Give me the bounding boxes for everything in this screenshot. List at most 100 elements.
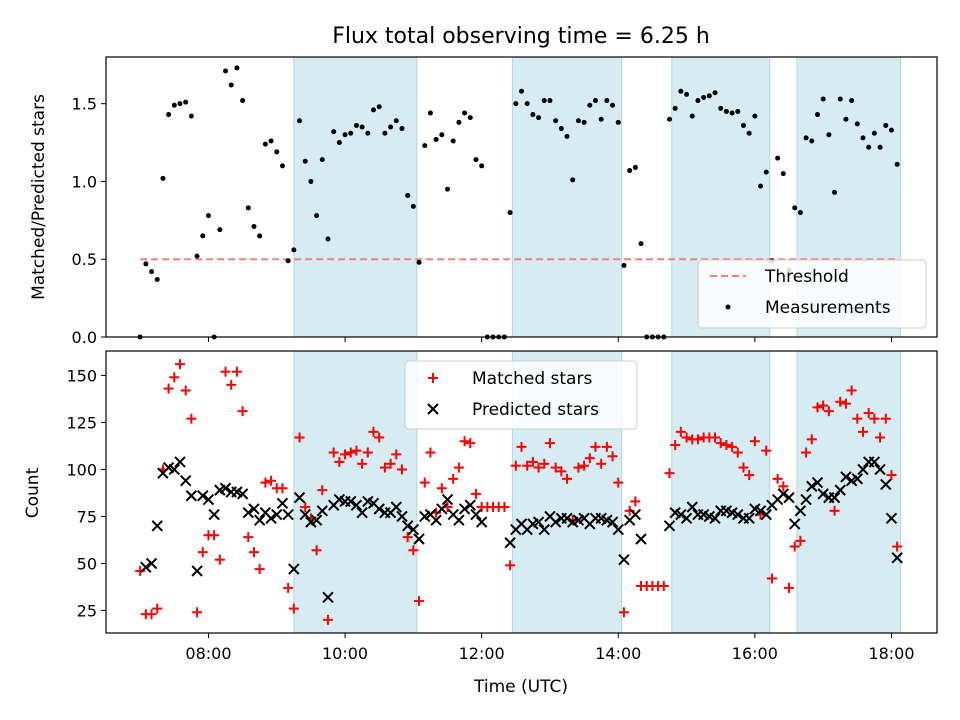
data-point <box>803 135 809 141</box>
data-point <box>226 379 237 390</box>
data-point-stroke <box>851 473 864 485</box>
data-point <box>322 591 334 603</box>
chart-legends: Threshold Measurements Matched stars Predic… <box>404 259 927 430</box>
data-point <box>794 505 807 517</box>
data-point-stroke <box>891 552 903 564</box>
data-point <box>607 451 618 462</box>
data-point <box>427 403 439 415</box>
data-point <box>191 565 203 577</box>
data-point <box>183 99 189 105</box>
data-point-stroke <box>202 493 215 506</box>
data-point-stroke <box>601 514 613 526</box>
data-point <box>777 488 790 500</box>
data-point <box>505 560 516 571</box>
data-point <box>186 413 197 424</box>
chart-data-marks <box>135 65 903 625</box>
data-point <box>219 482 232 494</box>
data-point-stroke <box>703 510 716 523</box>
data-point <box>860 135 866 141</box>
data-point <box>784 582 795 593</box>
data-point <box>427 110 433 116</box>
data-point-stroke <box>322 591 334 603</box>
data-point <box>311 545 322 556</box>
data-point-stroke <box>538 523 550 536</box>
data-point <box>194 253 200 259</box>
data-point-stroke <box>726 506 738 519</box>
observing-window-span <box>511 56 623 338</box>
data-point-stroke <box>686 501 698 513</box>
data-point <box>276 497 289 509</box>
data-point-stroke <box>732 508 744 521</box>
data-point <box>760 508 772 521</box>
data-point <box>516 441 527 452</box>
data-point <box>245 205 251 211</box>
data-point-stroke <box>606 516 619 528</box>
data-point <box>837 96 843 102</box>
data-point <box>549 516 562 528</box>
data-point-stroke <box>447 508 459 521</box>
data-point-stroke <box>424 508 437 521</box>
data-point <box>561 512 573 525</box>
data-point-stroke <box>179 475 192 487</box>
data-point <box>727 441 738 452</box>
data-point-stroke <box>669 506 681 519</box>
data-point <box>519 88 524 94</box>
data-point <box>738 462 749 473</box>
data-point <box>382 130 388 136</box>
data-point <box>419 477 430 488</box>
data-point <box>532 516 545 528</box>
data-point <box>818 400 829 411</box>
data-point-stroke <box>885 512 898 525</box>
data-point <box>846 385 857 396</box>
data-point <box>152 603 163 614</box>
data-point-stroke <box>145 557 158 570</box>
data-point <box>658 581 669 591</box>
data-point <box>550 462 561 473</box>
data-point <box>892 541 903 552</box>
data-point <box>744 470 755 481</box>
data-point <box>513 101 519 107</box>
data-point-stroke <box>754 505 767 517</box>
data-point <box>666 116 672 122</box>
legend-measurements-swatch <box>725 304 731 310</box>
data-point <box>294 432 305 443</box>
data-point <box>877 144 883 150</box>
data-point-stroke <box>880 478 892 491</box>
data-point <box>689 113 695 119</box>
data-point <box>373 503 385 515</box>
data-point-stroke <box>788 518 801 530</box>
data-point <box>456 119 462 125</box>
chart-title: Flux total observing time = 6.25 h <box>332 24 710 49</box>
data-point <box>675 508 687 521</box>
data-point <box>522 460 533 471</box>
data-point-stroke <box>549 516 562 528</box>
data-point <box>300 502 311 513</box>
data-point-stroke <box>407 523 420 536</box>
data-point <box>840 471 852 483</box>
data-point <box>459 436 470 447</box>
data-point <box>391 449 402 460</box>
data-point-stroke <box>208 508 220 521</box>
data-point <box>812 402 823 413</box>
data-point <box>262 141 268 147</box>
data-point <box>149 269 155 275</box>
data-point <box>465 438 476 449</box>
data-point <box>414 596 425 607</box>
data-point <box>410 203 416 209</box>
data-point <box>710 432 721 443</box>
data-point <box>405 192 411 198</box>
data-point-stroke <box>253 514 266 526</box>
data-point <box>257 233 263 239</box>
data-point-stroke <box>783 491 795 504</box>
data-point <box>575 118 581 124</box>
data-point <box>408 545 419 556</box>
data-point <box>678 88 684 94</box>
data-point-stroke <box>140 561 152 573</box>
data-point <box>283 582 294 593</box>
data-point <box>168 463 181 476</box>
data-point-stroke <box>219 482 232 494</box>
data-point <box>832 189 838 195</box>
x-tick-label: 08:00 <box>185 644 231 663</box>
data-point <box>740 122 746 128</box>
data-point <box>197 490 209 502</box>
